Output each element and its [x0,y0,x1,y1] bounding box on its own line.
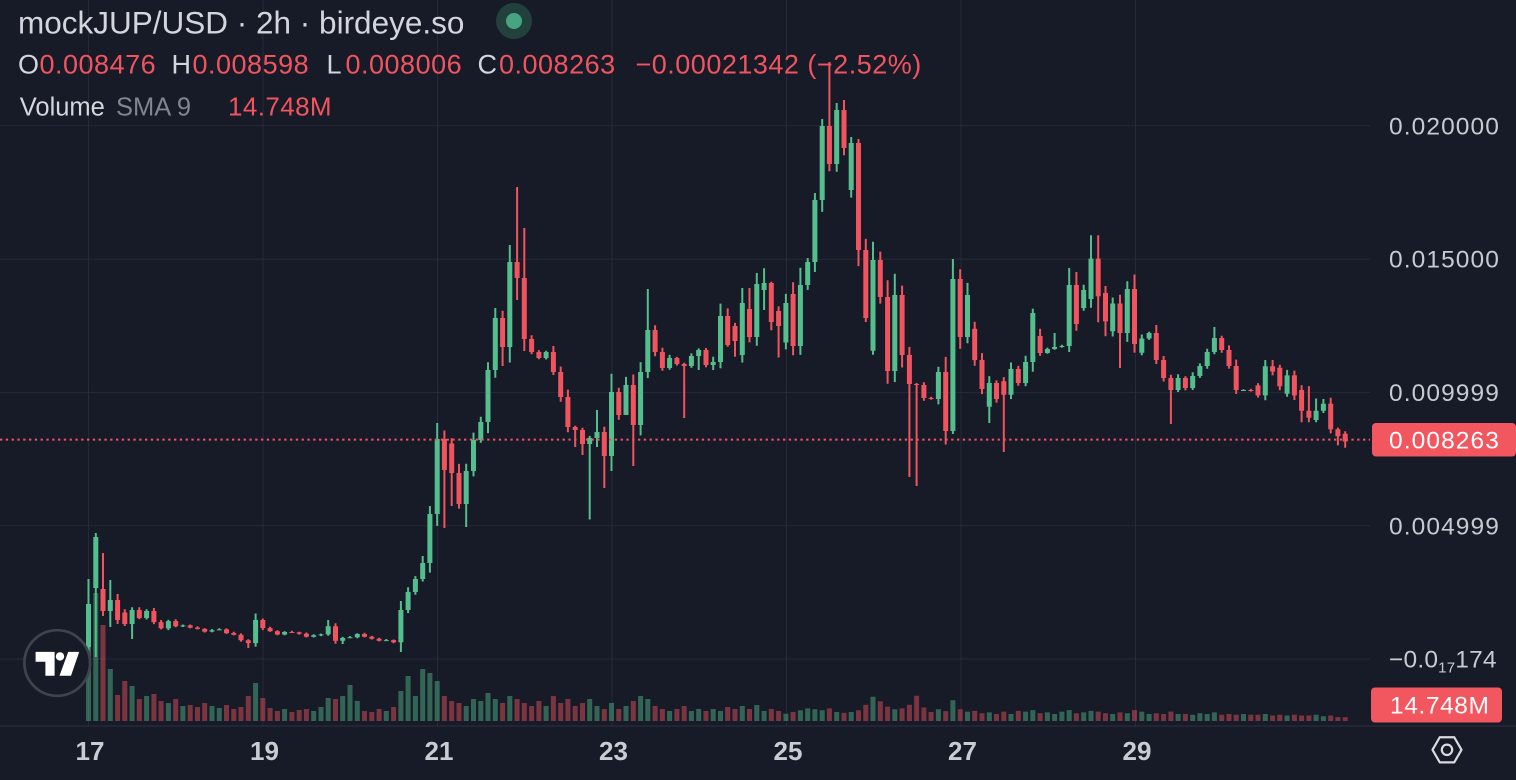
svg-text:17: 17 [76,736,105,766]
svg-text:14.748M: 14.748M [1390,693,1490,720]
svg-text:0.009999: 0.009999 [1389,380,1500,407]
svg-text:27: 27 [948,736,977,766]
svg-text:0.015000: 0.015000 [1389,247,1500,274]
svg-text:29: 29 [1123,736,1152,766]
svg-text:23: 23 [599,736,628,766]
svg-text:19: 19 [250,736,279,766]
svg-text:21: 21 [425,736,454,766]
svg-text:mockJUP/USD · 2h · birdeye.so: mockJUP/USD · 2h · birdeye.so [18,5,464,41]
svg-text:0.020000: 0.020000 [1389,113,1500,140]
svg-text:0.008263: 0.008263 [1389,427,1500,454]
svg-text:25: 25 [774,736,803,766]
svg-text:0.004999: 0.004999 [1389,513,1500,540]
